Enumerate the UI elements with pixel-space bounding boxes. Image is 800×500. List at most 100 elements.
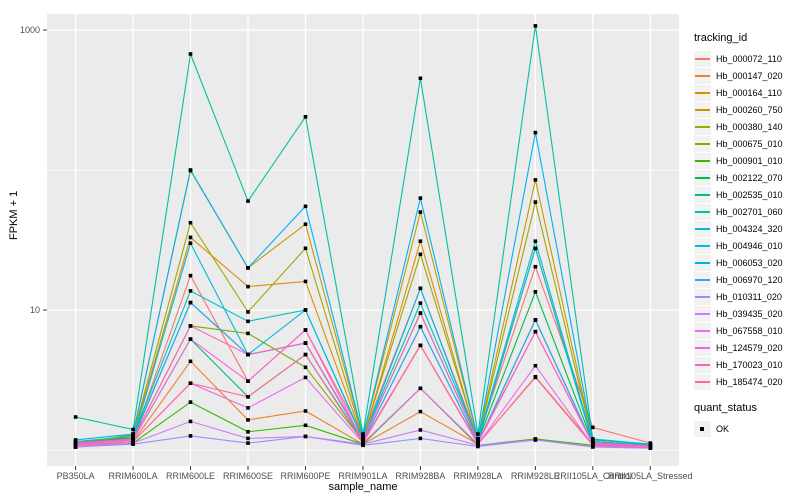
legend-item: Hb_010311_020 (694, 288, 798, 305)
data-point (361, 432, 365, 436)
data-point (246, 406, 250, 410)
legend-key-swatch (694, 135, 711, 152)
data-point (188, 220, 193, 225)
legend-key-point (700, 426, 704, 431)
legend-key-line (695, 244, 710, 247)
legend-item: Hb_002535_010 (694, 186, 798, 203)
legend-item-label: OK (716, 423, 730, 434)
legend-item-label: Hb_002535_010 (716, 189, 783, 200)
data-point (73, 415, 78, 419)
data-point (303, 328, 308, 332)
legend-item-label: Hb_000164_110 (716, 87, 782, 98)
data-point (246, 319, 250, 324)
data-point (246, 418, 250, 422)
legend-item: OK (694, 420, 798, 437)
legend-item: Hb_124579_020 (694, 339, 798, 356)
legend-item-label: Hb_004946_010 (716, 240, 783, 251)
legend-shape-list: OK (694, 420, 798, 437)
legend-item: Hb_000675_010 (694, 135, 798, 152)
legend-item: Hb_004324_320 (694, 220, 798, 237)
data-point (246, 430, 250, 434)
data-point (418, 324, 423, 329)
legend-item: Hb_002122_070 (694, 169, 798, 186)
data-point (533, 239, 538, 243)
x-tick-label: RRIM600SE (223, 471, 273, 481)
legend-key-swatch (694, 186, 711, 203)
data-point (303, 434, 308, 439)
legend-key-swatch (694, 271, 711, 288)
legend-key-swatch (694, 288, 711, 305)
y-tick-label: 10 (30, 305, 40, 315)
data-point (73, 443, 78, 448)
data-point (418, 311, 423, 315)
data-point (533, 200, 538, 204)
data-point (131, 439, 135, 444)
legend-key-swatch (694, 339, 711, 356)
legend-item-label: Hb_000260_750 (716, 104, 783, 115)
legend-key-line (695, 210, 710, 213)
legend-key-swatch (694, 203, 711, 220)
legend-key-line (695, 261, 710, 264)
data-point (73, 438, 78, 442)
data-point (188, 337, 193, 341)
legend-key-line (695, 346, 710, 349)
data-point (188, 300, 193, 305)
legend-key-line (695, 176, 710, 179)
legend-item-label: Hb_170023_010 (716, 359, 783, 370)
legend-key-swatch (694, 101, 711, 118)
data-point (188, 324, 193, 328)
legend-key-swatch (694, 67, 711, 84)
legend-key-swatch (694, 50, 711, 67)
data-point (533, 24, 538, 28)
data-point (303, 308, 308, 312)
data-point (418, 196, 423, 200)
legend-key-line (695, 142, 710, 145)
legend-key-line (695, 193, 710, 196)
x-tick-label: RRIM901LA (338, 471, 387, 481)
legend-item-label: Hb_002122_070 (716, 172, 783, 183)
legend-item: Hb_000901_010 (694, 152, 798, 169)
legend-item-label: Hb_002701_060 (716, 206, 783, 217)
legend-key-line (695, 227, 710, 230)
data-point (591, 425, 595, 430)
data-point (188, 419, 193, 424)
legend-item-label: Hb_004324_320 (716, 223, 783, 234)
data-point (188, 359, 193, 364)
data-point (533, 318, 538, 322)
data-point (131, 437, 135, 441)
data-point (303, 352, 308, 357)
y-tick-label: 1000 (20, 25, 40, 35)
data-point (246, 379, 250, 383)
data-point (533, 375, 538, 380)
legend-key-line (695, 295, 710, 298)
legend-color-list: Hb_000072_110 Hb_000147_020 Hb_000164_110 H… (694, 50, 798, 390)
legend-item: Hb_006970_120 (694, 271, 798, 288)
legend-item: Hb_000260_750 (694, 101, 798, 118)
data-point (246, 395, 250, 399)
data-point (73, 441, 78, 445)
legend-item-label: Hb_000147_020 (716, 70, 783, 81)
data-point (418, 386, 423, 391)
legend-item-label: Hb_124579_020 (716, 342, 783, 353)
legend-key-swatch (694, 305, 711, 322)
legend-item: Hb_170023_010 (694, 356, 798, 373)
data-point (303, 246, 308, 251)
data-point (188, 381, 193, 385)
data-point (303, 222, 308, 226)
x-tick-label: RRII105LA_Stressed (608, 471, 693, 481)
legend-item: Hb_000072_110 (694, 50, 798, 67)
legend-key-swatch (694, 152, 711, 169)
data-point (476, 439, 480, 444)
x-tick-label: RRIM600LE (166, 471, 215, 481)
data-point (303, 423, 308, 428)
data-point (418, 343, 423, 348)
data-point (533, 438, 538, 442)
legend-key-line (695, 312, 710, 315)
legend-item: Hb_000147_020 (694, 67, 798, 84)
legend-color-title: tracking_id (694, 32, 748, 44)
data-point (418, 301, 423, 305)
data-point (533, 178, 538, 182)
data-point (418, 286, 423, 291)
